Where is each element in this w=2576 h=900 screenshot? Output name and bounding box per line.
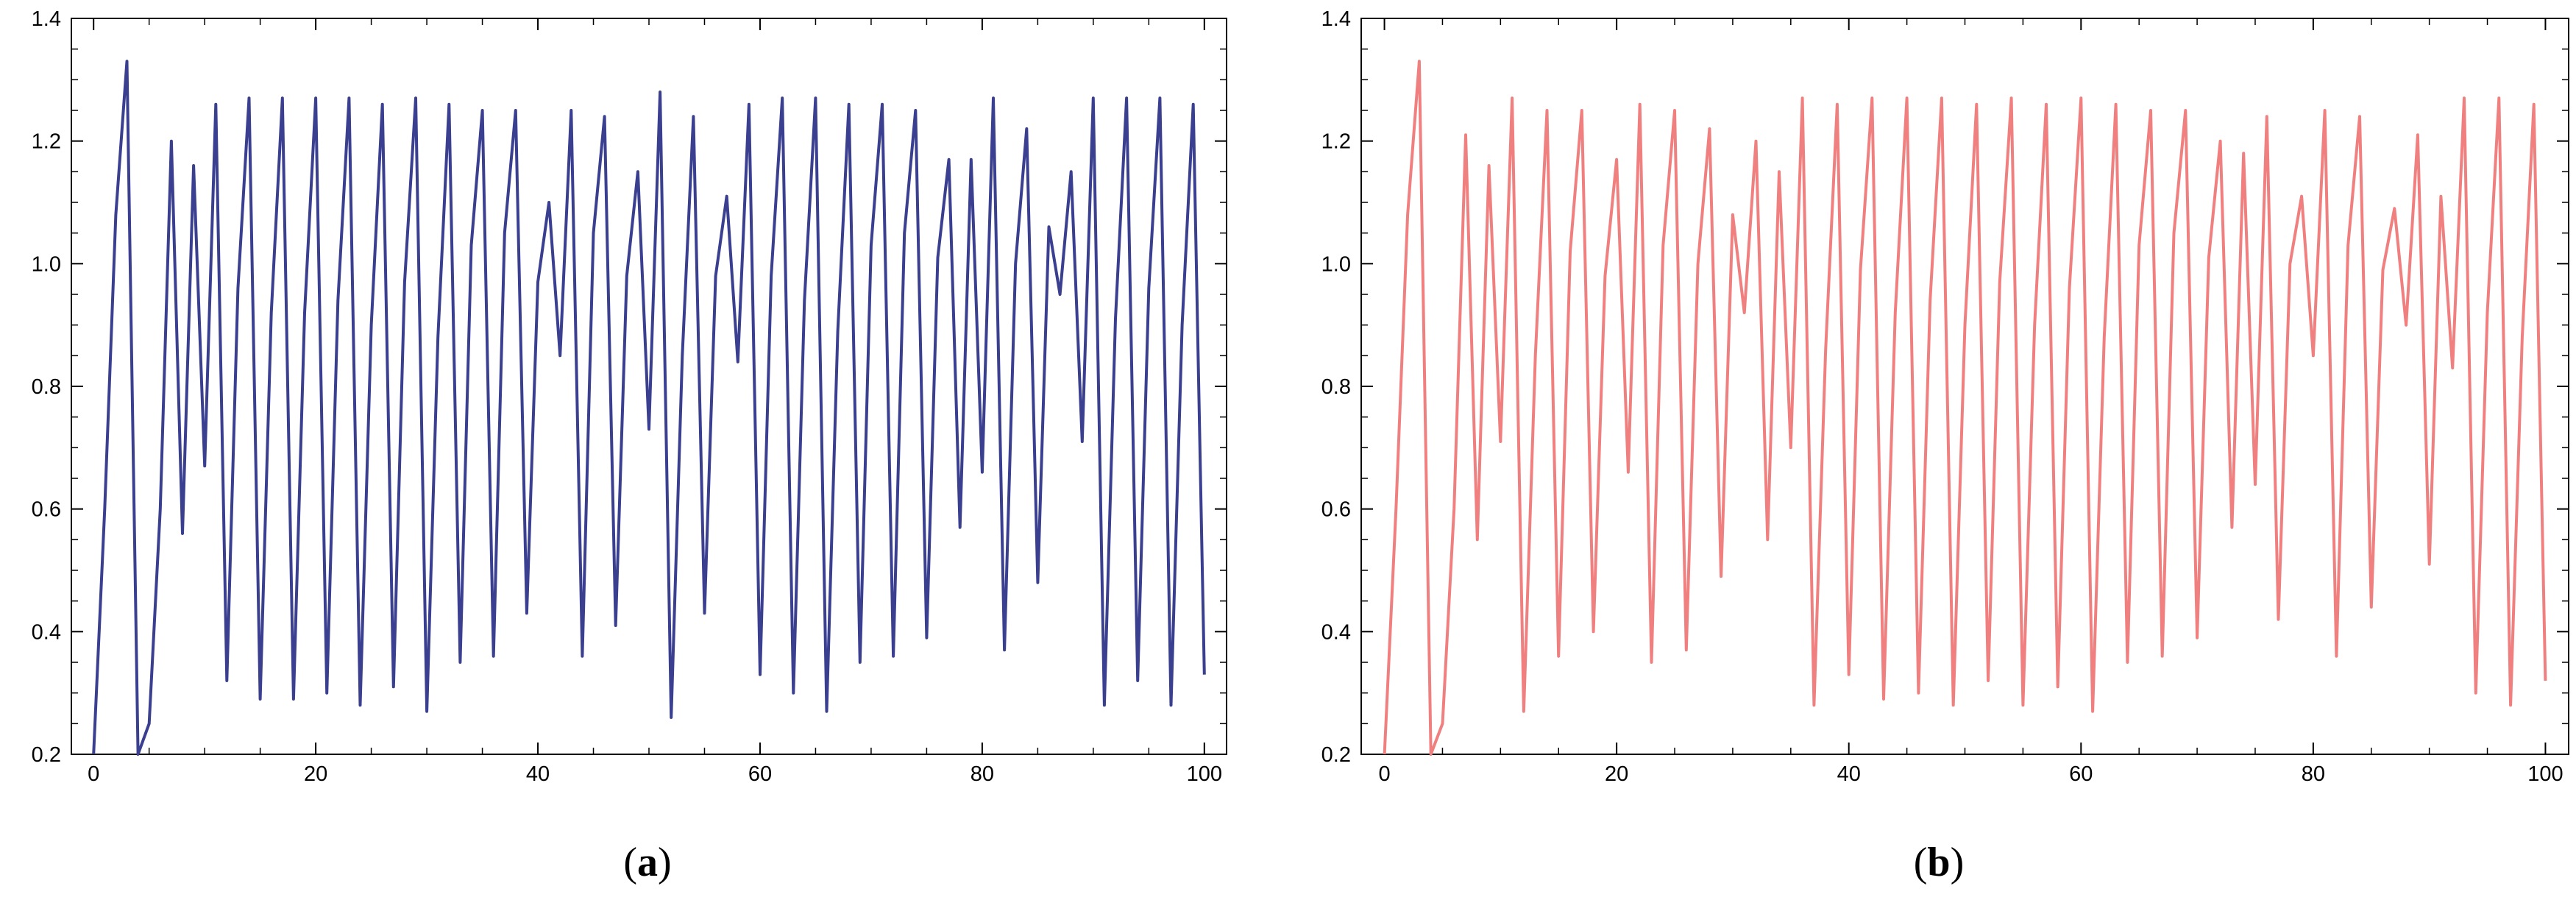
x-tick-label: 0 bbox=[88, 762, 99, 786]
y-tick-label: 1.2 bbox=[32, 130, 61, 154]
x-tick-label: 80 bbox=[2302, 762, 2325, 786]
tick-labels-b: 0 20 40 60 80 100 0.2 0.4 0.6 0.8 1.0 1.2 1.4 bbox=[1321, 7, 2563, 786]
series-line-b bbox=[1383, 60, 2547, 756]
x-tick-label: 100 bbox=[1187, 762, 1222, 786]
y-tick-label: 1.0 bbox=[1321, 252, 1351, 276]
x-tick-label: 60 bbox=[2069, 762, 2093, 786]
panel-label-a: (a) bbox=[623, 840, 671, 885]
x-tick-label: 80 bbox=[971, 762, 994, 786]
y-tick-label: 1.4 bbox=[32, 7, 61, 31]
x-tick-label: 20 bbox=[304, 762, 327, 786]
y-tick-label: 0.8 bbox=[32, 375, 61, 399]
chart-panel-a: 0 20 40 60 80 100 0.2 0.4 0.6 0.8 1.0 1.2 1.4 (a) bbox=[32, 7, 1227, 885]
y-tick-label: 1.0 bbox=[32, 252, 61, 276]
tick-labels-a: 0 20 40 60 80 100 0.2 0.4 0.6 0.8 1.0 1.2 1.4 bbox=[32, 7, 1222, 786]
y-tick-label: 0.2 bbox=[1321, 743, 1351, 767]
y-tick-label: 0.4 bbox=[32, 620, 61, 644]
plot-frame-b bbox=[1360, 18, 2569, 755]
axis-ticks-a bbox=[71, 18, 1227, 755]
y-tick-label: 0.8 bbox=[1321, 375, 1351, 399]
y-tick-label: 1.2 bbox=[1321, 130, 1351, 154]
y-tick-label: 1.4 bbox=[1321, 7, 1351, 31]
y-tick-label: 0.6 bbox=[32, 498, 61, 522]
x-tick-label: 0 bbox=[1378, 762, 1390, 786]
series-line-a bbox=[92, 60, 1206, 756]
x-tick-label: 40 bbox=[1837, 762, 1861, 786]
y-tick-label: 0.2 bbox=[32, 743, 61, 767]
panel-label-b: (b) bbox=[1914, 840, 1964, 885]
chart-panel-b: 0 20 40 60 80 100 0.2 0.4 0.6 0.8 1.0 1.2 1.4 (b) bbox=[1321, 7, 2569, 885]
axis-ticks-b bbox=[1361, 18, 2569, 755]
x-tick-label: 40 bbox=[526, 762, 550, 786]
x-tick-label: 60 bbox=[748, 762, 772, 786]
y-tick-label: 0.4 bbox=[1321, 620, 1351, 644]
x-tick-label: 100 bbox=[2527, 762, 2563, 786]
y-tick-label: 0.6 bbox=[1321, 498, 1351, 522]
x-tick-label: 20 bbox=[1605, 762, 1628, 786]
